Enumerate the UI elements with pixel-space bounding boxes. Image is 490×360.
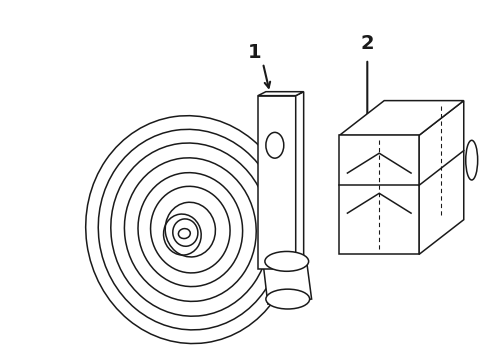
Polygon shape: [340, 135, 419, 255]
Ellipse shape: [178, 229, 190, 239]
Text: 2: 2: [361, 33, 374, 53]
Ellipse shape: [86, 116, 295, 343]
Ellipse shape: [266, 289, 310, 309]
Polygon shape: [258, 92, 304, 96]
Polygon shape: [419, 100, 464, 255]
Ellipse shape: [98, 129, 282, 330]
Ellipse shape: [466, 140, 478, 180]
Polygon shape: [263, 261, 312, 304]
Ellipse shape: [150, 186, 230, 273]
Polygon shape: [258, 96, 295, 269]
Polygon shape: [340, 100, 464, 135]
Ellipse shape: [266, 132, 284, 158]
Text: 1: 1: [248, 44, 262, 63]
Ellipse shape: [265, 251, 309, 271]
Ellipse shape: [111, 143, 270, 316]
Ellipse shape: [165, 202, 216, 257]
Ellipse shape: [138, 173, 243, 287]
Ellipse shape: [124, 158, 256, 301]
Polygon shape: [295, 92, 304, 269]
